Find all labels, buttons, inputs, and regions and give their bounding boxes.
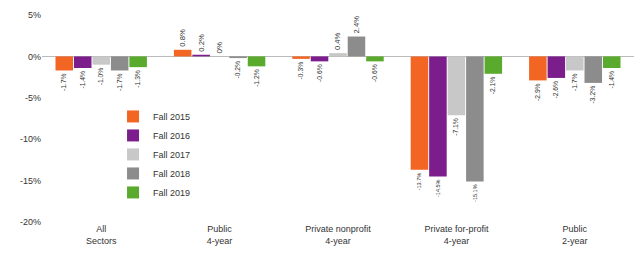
svg-text:AllSectors: AllSectors: [86, 224, 117, 246]
svg-text:Public2-year: Public2-year: [562, 224, 588, 246]
svg-text:-20%: -20%: [20, 217, 41, 227]
svg-text:-2.9%: -2.9%: [534, 83, 541, 101]
svg-text:0.8%: 0.8%: [178, 29, 187, 47]
svg-text:-1.2%: -1.2%: [253, 69, 260, 87]
svg-text:5%: 5%: [28, 10, 41, 20]
svg-text:-1.4%: -1.4%: [608, 71, 615, 89]
svg-text:0.2%: 0.2%: [197, 34, 206, 52]
svg-text:-3.2%: -3.2%: [589, 86, 596, 104]
svg-text:-14.5%: -14.5%: [435, 179, 441, 197]
svg-text:-7.1%: -7.1%: [452, 118, 459, 136]
svg-text:-10%: -10%: [20, 134, 41, 144]
svg-text:Private for-profit4-year: Private for-profit4-year: [424, 224, 489, 246]
svg-text:Fall 2015: Fall 2015: [153, 112, 190, 122]
svg-text:0.4%: 0.4%: [333, 32, 342, 50]
svg-text:-13.7%: -13.7%: [416, 173, 422, 191]
svg-text:-1.3%: -1.3%: [134, 70, 141, 88]
svg-text:-0.2%: -0.2%: [234, 61, 241, 79]
svg-text:-2.1%: -2.1%: [489, 77, 496, 95]
svg-text:-5%: -5%: [25, 93, 41, 103]
svg-text:Fall 2017: Fall 2017: [153, 150, 190, 160]
svg-text:-0.3%: -0.3%: [297, 62, 304, 80]
svg-text:Public4-year: Public4-year: [207, 224, 233, 246]
svg-text:Fall 2018: Fall 2018: [153, 169, 190, 179]
svg-text:-2.6%: -2.6%: [552, 81, 559, 99]
svg-text:-1.7%: -1.7%: [60, 73, 67, 91]
svg-text:0%: 0%: [215, 42, 224, 54]
svg-text:-0.6%: -0.6%: [316, 64, 323, 82]
svg-text:-1.7%: -1.7%: [116, 73, 123, 91]
svg-text:-1.7%: -1.7%: [571, 73, 578, 91]
svg-text:Fall 2019: Fall 2019: [153, 188, 190, 198]
svg-text:2.4%: 2.4%: [352, 16, 361, 34]
svg-text:-1.4%: -1.4%: [79, 71, 86, 89]
svg-text:Fall 2016: Fall 2016: [153, 131, 190, 141]
svg-text:-15.1%: -15.1%: [472, 184, 478, 202]
svg-text:Private nonprofit4-year: Private nonprofit4-year: [305, 224, 371, 246]
svg-text:0%: 0%: [28, 52, 41, 62]
svg-text:-0.6%: -0.6%: [371, 64, 378, 82]
svg-text:-1.0%: -1.0%: [97, 68, 104, 86]
svg-text:-15%: -15%: [20, 176, 41, 186]
